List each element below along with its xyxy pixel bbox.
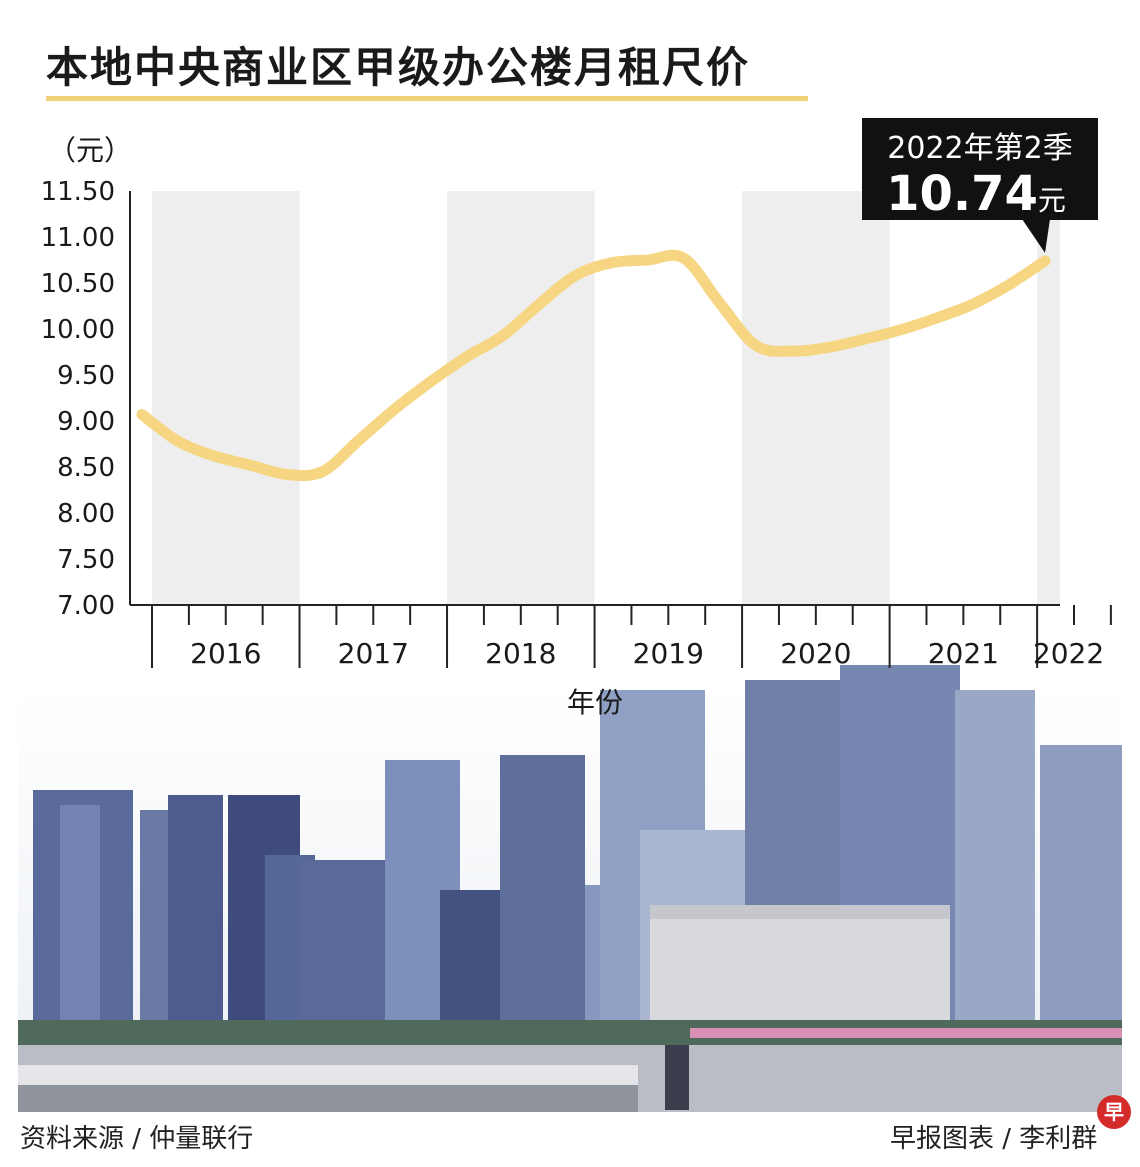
y-tick-label: 11.50 xyxy=(41,177,115,207)
y-axis-label: （元） xyxy=(48,134,132,167)
chart-title: 本地中央商业区甲级办公楼月租尺价 xyxy=(46,43,751,92)
year-bands xyxy=(152,191,1060,605)
series-line xyxy=(136,249,1051,482)
x-year-label: 2021 xyxy=(928,637,999,670)
title-underline xyxy=(46,96,808,101)
y-tick-label: 9.00 xyxy=(57,407,115,437)
y-tick-label: 8.00 xyxy=(57,499,115,529)
callout-period: 2022年第2季 xyxy=(887,131,1072,166)
y-tick-label: 8.50 xyxy=(57,453,115,483)
x-year-label: 2016 xyxy=(190,637,261,670)
callout-pointer xyxy=(1022,219,1050,253)
credit-note: 早报图表 / 李利群 xyxy=(890,1124,1098,1154)
y-tick-label: 10.00 xyxy=(41,315,115,345)
year-band-2018 xyxy=(447,191,595,605)
x-year-label: 2019 xyxy=(633,637,704,670)
y-tick-label: 11.00 xyxy=(41,223,115,253)
year-band-2020 xyxy=(742,191,890,605)
x-year-label: 2022 xyxy=(1033,637,1104,670)
y-tick-label: 7.00 xyxy=(57,591,115,621)
x-year-label: 2018 xyxy=(485,637,556,670)
year-band-2016 xyxy=(152,191,300,605)
y-tick-label: 10.50 xyxy=(41,269,115,299)
y-tick-label: 9.50 xyxy=(57,361,115,391)
x-year-label: 2017 xyxy=(338,637,409,670)
skyline-photo xyxy=(18,665,1122,1112)
x-year-labels: 2016 2017 2018 2019 2020 2021 2022 xyxy=(190,637,1104,670)
y-tick-label: 7.50 xyxy=(57,545,115,575)
axes xyxy=(129,191,1112,668)
year-band-2022 xyxy=(1037,191,1060,605)
callout-value: 10.74元 xyxy=(886,166,1066,222)
logo-badge: 早 xyxy=(1097,1095,1131,1129)
x-year-label: 2020 xyxy=(780,637,851,670)
y-tick-labels: 11.50 11.00 10.50 10.00 9.50 9.00 8.50 8.00 7.50… xyxy=(41,177,115,621)
source-note: 资料来源 / 仲量联行 xyxy=(20,1124,254,1154)
callout-box xyxy=(862,118,1098,220)
x-axis-label: 年份 xyxy=(567,686,623,719)
